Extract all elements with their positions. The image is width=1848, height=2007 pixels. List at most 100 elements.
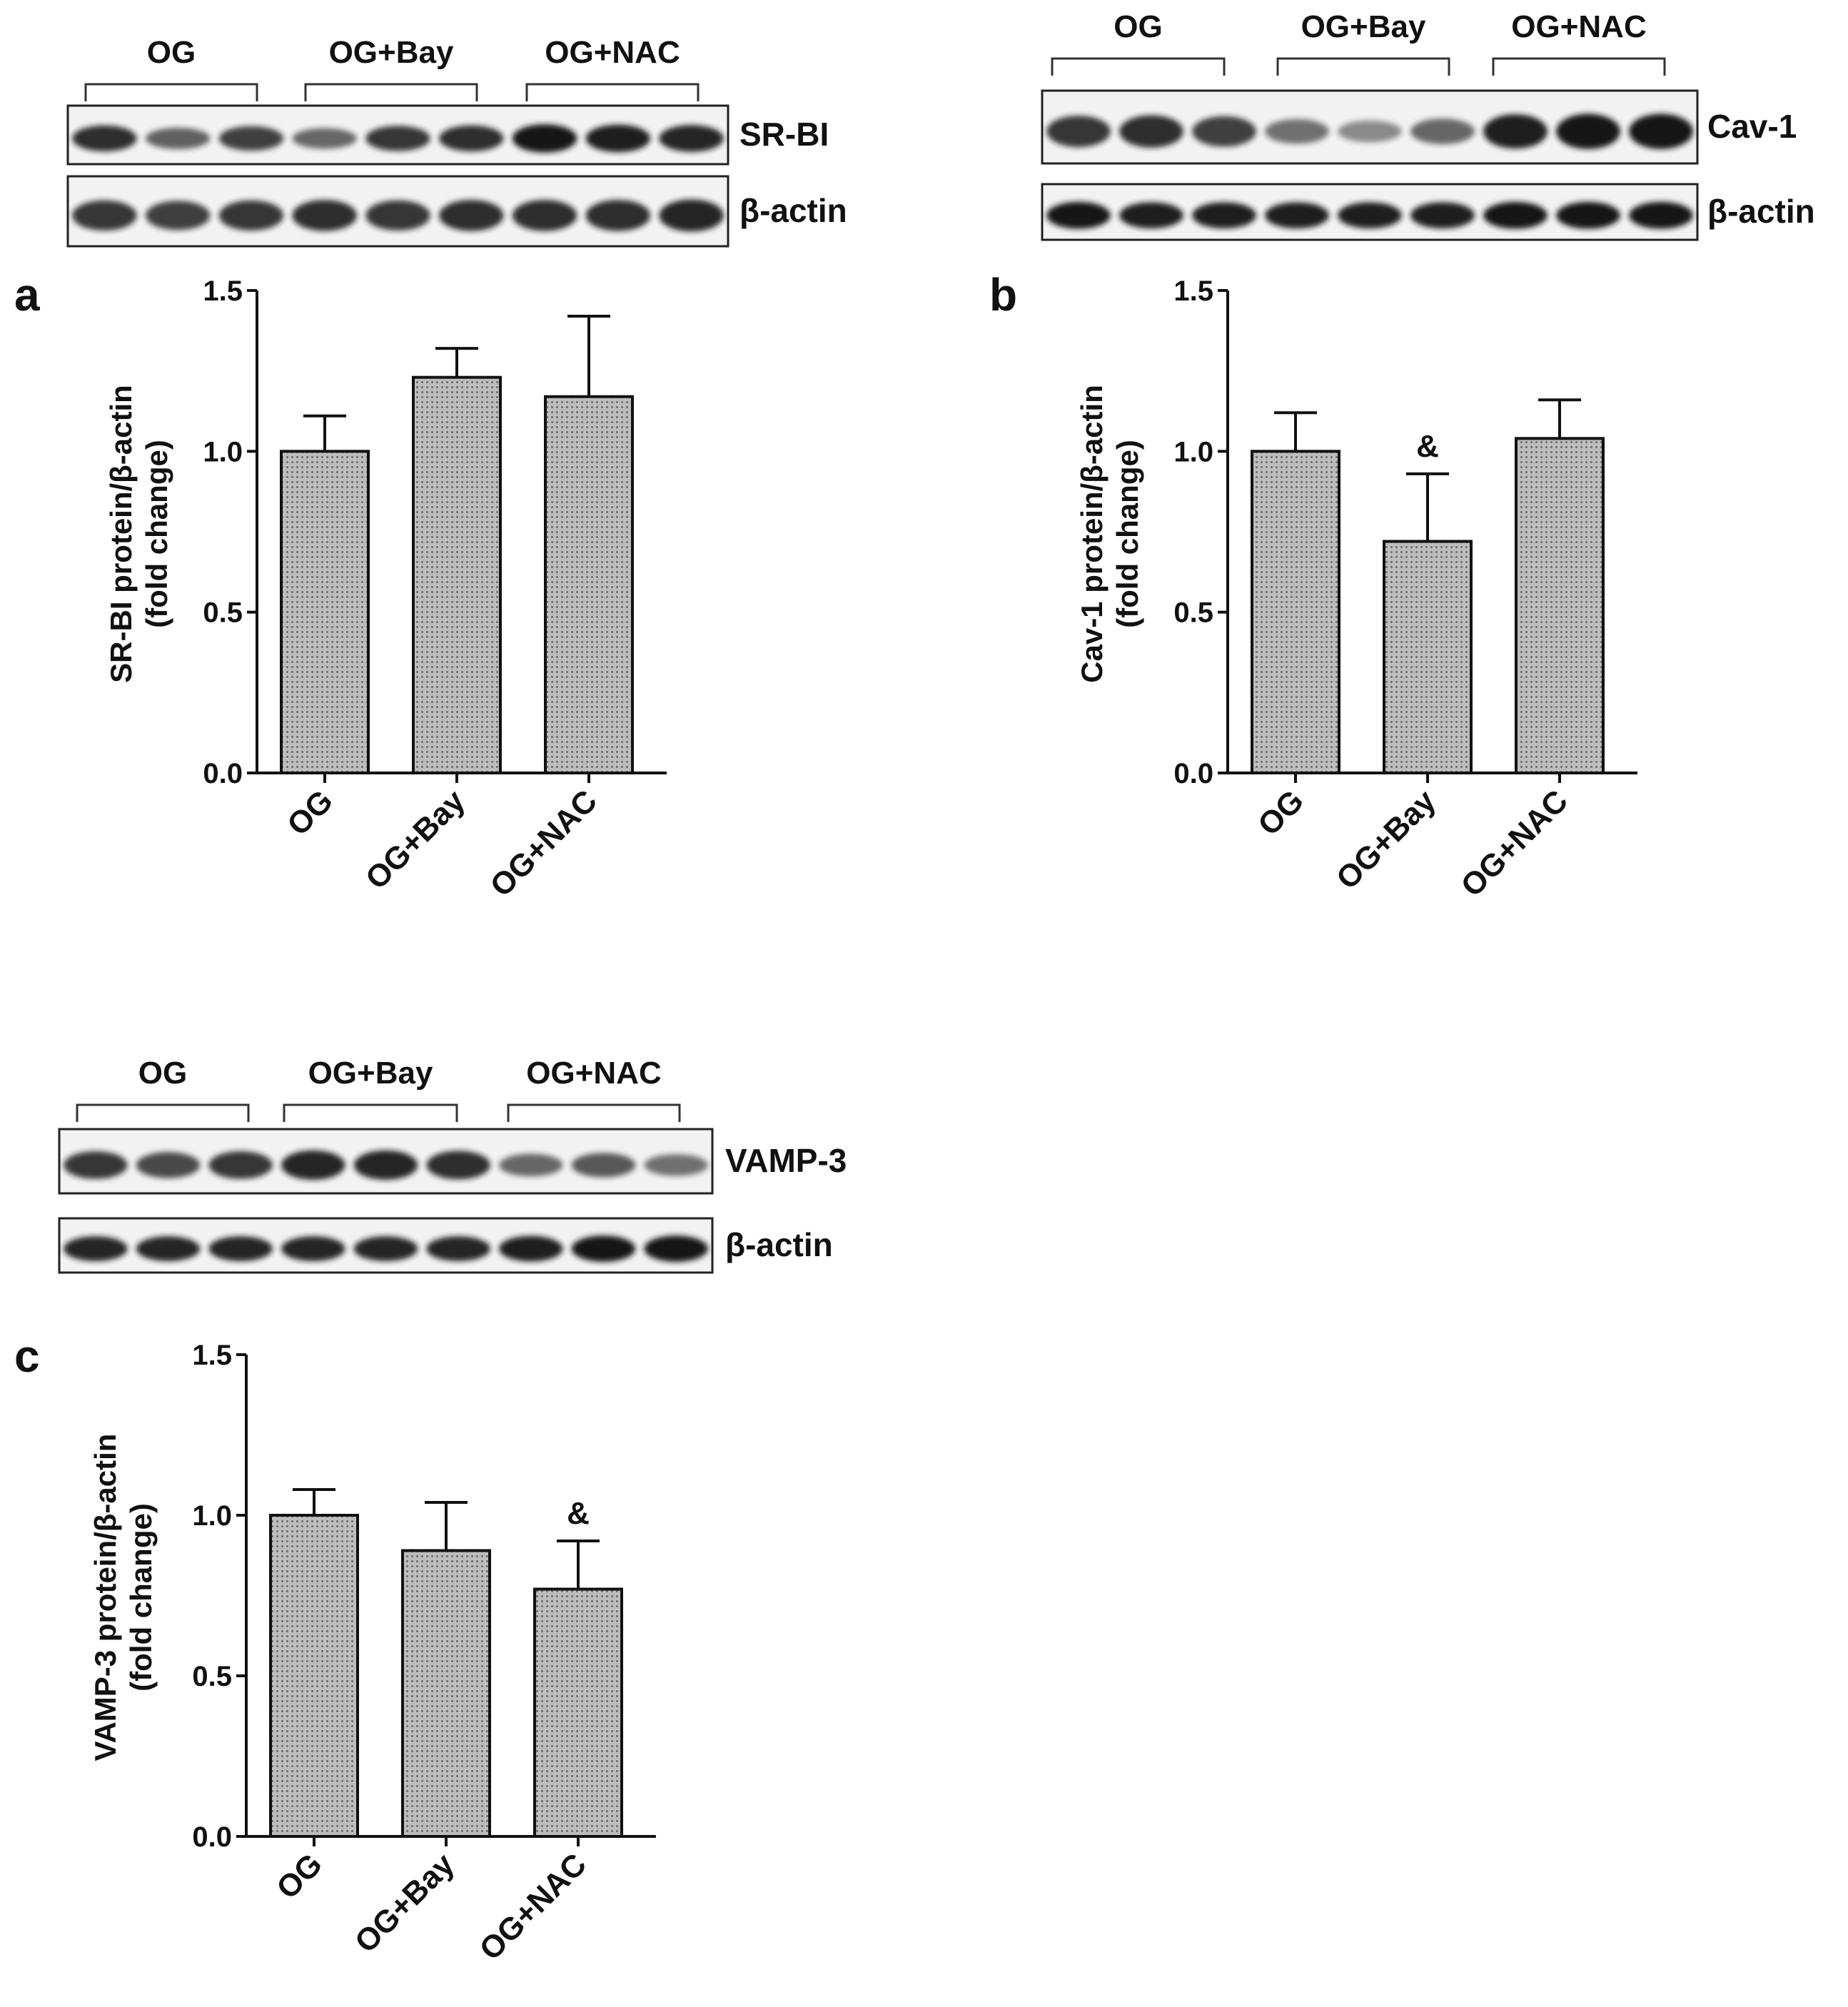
blot-band — [1556, 201, 1620, 229]
blot-group-label: OG — [147, 35, 196, 70]
blot-band — [426, 1151, 490, 1180]
bar — [1383, 540, 1473, 775]
blot-group-bracket — [283, 1103, 458, 1122]
blot-band — [64, 1151, 128, 1179]
blot-group-label: OG+NAC — [1511, 9, 1646, 44]
category-label: OG — [281, 783, 340, 842]
blot-group-label: OG+Bay — [329, 35, 454, 70]
y-tick-label: 0.5 — [203, 597, 243, 629]
blot-band — [1483, 114, 1547, 149]
y-tick-label: 0.5 — [192, 1661, 232, 1692]
blot-band — [218, 200, 284, 231]
blot-group-bracket — [76, 1103, 250, 1122]
blot-band-label: SR-BI — [739, 116, 829, 153]
panel-letter: c — [14, 1330, 40, 1382]
blot-band — [145, 127, 211, 149]
blot-band — [585, 124, 651, 153]
blot-band — [512, 200, 577, 231]
significance-label: & — [567, 1496, 590, 1531]
blot-group-bracket — [84, 83, 258, 101]
bar — [1515, 437, 1605, 774]
blot-band — [439, 125, 504, 152]
y-tick-label: 1.0 — [192, 1500, 232, 1532]
blot-band — [644, 1154, 708, 1176]
blot-band — [1410, 202, 1475, 229]
blot-band — [512, 124, 577, 153]
blot-band-row: β-actin — [1041, 183, 1815, 241]
blot-group-label: OG — [138, 1056, 187, 1091]
blot-band — [1629, 201, 1693, 229]
blot-band — [1192, 202, 1256, 229]
blot-band — [292, 200, 357, 231]
blot-band — [292, 128, 357, 149]
blot-band — [1119, 202, 1183, 229]
bar-chart: 0.0 0.5 1.0 1.5 OG & OG+Bay OG+NAC Cav-1 protein… — [1075, 275, 1637, 904]
blot-band-row: SR-BI — [66, 104, 829, 166]
blot-group-label: OG+NAC — [526, 1056, 661, 1091]
blot-group-label: OG+NAC — [545, 35, 680, 70]
blot-band — [659, 125, 724, 152]
blot-band — [208, 1151, 273, 1179]
blot-group-bracket — [1051, 57, 1226, 76]
blot-band — [208, 1236, 273, 1261]
blot-band — [499, 1235, 563, 1262]
panel-c: c OG OG+Bay OG+NAC VAMP-3 β-actin 0.0 0.5 1.0 1.5… — [14, 1056, 847, 1967]
y-tick-label: 0.0 — [1173, 758, 1213, 789]
blot-band — [353, 1150, 418, 1180]
bar — [533, 1587, 623, 1838]
blot-group-bracket — [304, 83, 478, 101]
blot-band-row: Cav-1 — [1041, 89, 1797, 165]
y-tick-label: 1.5 — [1173, 275, 1213, 307]
blot-band — [585, 200, 651, 231]
blot-band — [145, 201, 211, 231]
blot-group-label: OG+Bay — [308, 1056, 433, 1091]
western-blot: OG OG+Bay OG+NAC Cav-1 β-actin — [1041, 9, 1815, 241]
blot-band-label: VAMP-3 — [725, 1142, 847, 1179]
blot-band — [72, 125, 137, 152]
blot-band — [571, 1235, 636, 1262]
blot-group-bracket — [525, 83, 700, 101]
blot-group-bracket — [507, 1103, 681, 1122]
blot-band — [64, 1236, 128, 1261]
blot-band — [426, 1236, 490, 1261]
blot-band — [1338, 202, 1402, 229]
blot-band — [365, 200, 430, 231]
y-tick-label: 1.5 — [192, 1340, 232, 1371]
blot-group-bracket — [1276, 57, 1450, 76]
y-tick-label: 0.5 — [1173, 597, 1213, 629]
bar — [280, 450, 370, 774]
blot-band — [353, 1236, 418, 1261]
significance-label: & — [1416, 429, 1439, 464]
blot-band-label: β-actin — [1707, 193, 1815, 230]
blot-band — [1410, 118, 1475, 145]
bar — [269, 1514, 359, 1838]
panel-letter: a — [14, 269, 40, 320]
blot-band — [1338, 120, 1402, 143]
blot-band — [365, 126, 430, 151]
blot-band — [659, 199, 724, 232]
y-tick-label: 1.0 — [1173, 436, 1213, 467]
western-blot: OG OG+Bay OG+NAC SR-BI β-actin — [66, 35, 847, 248]
blot-group-label: OG+Bay — [1301, 9, 1426, 44]
y-tick-label: 0.0 — [192, 1821, 232, 1853]
blot-band-row: β-actin — [66, 175, 847, 248]
y-tick-label: 0.0 — [203, 758, 243, 789]
blot-band — [439, 200, 504, 231]
blot-band-row: VAMP-3 — [58, 1128, 847, 1195]
blot-band — [136, 1152, 201, 1178]
blot-band-row: β-actin — [58, 1217, 833, 1274]
blot-band — [1046, 116, 1111, 148]
panel-letter: b — [989, 269, 1017, 320]
bar — [544, 395, 634, 774]
category-label: OG+NAC — [473, 1846, 593, 1967]
blot-band — [1119, 115, 1183, 148]
blot-band — [1192, 116, 1256, 147]
y-axis-label-unit: (fold change) — [124, 1503, 158, 1692]
blot-band — [499, 1153, 563, 1177]
category-label: OG — [270, 1846, 329, 1906]
bar-chart: 0.0 0.5 1.0 1.5 OG OG+Bay & OG+NAC VAMP-3 protei… — [89, 1340, 656, 1967]
y-axis-label: Cav-1 protein/β-actin — [1075, 385, 1109, 683]
bar-chart: 0.0 0.5 1.0 1.5 OG OG+Bay OG+NAC SR-BI protein/… — [104, 275, 667, 904]
y-tick-label: 1.0 — [203, 436, 243, 467]
